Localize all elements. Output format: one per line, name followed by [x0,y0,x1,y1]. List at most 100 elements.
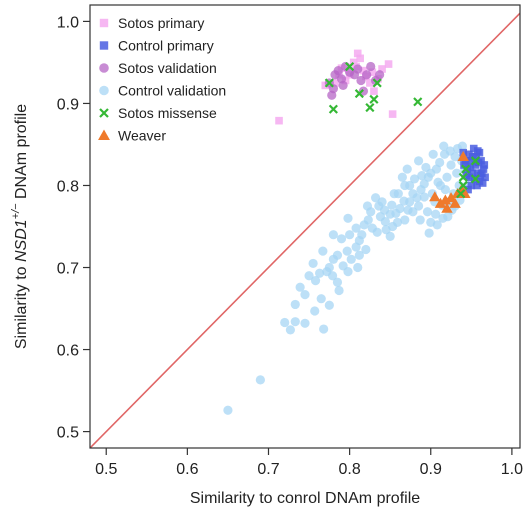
data-point [440,184,450,195]
y-axis-title-suffix: DNAm profile [13,104,30,204]
plot-frame [89,4,521,449]
legend-label: Control validation [118,83,226,99]
legend-label: Weaver [118,128,166,144]
data-point [328,254,338,264]
data-point [354,250,364,260]
data-point [300,289,310,300]
data-point [380,216,390,227]
data-point [354,235,364,246]
data-point [345,61,355,72]
data-point [328,84,338,94]
x-axis-title: Similarity to conrol DNAm profile [190,490,420,507]
data-point [378,65,386,73]
data-point [452,168,462,178]
data-point [469,144,478,153]
data-point [328,230,338,240]
legend-label: Control primary [118,38,214,54]
data-point [392,217,403,227]
data-point [434,197,447,208]
data-point [473,181,481,190]
data-point [324,78,334,88]
data-point [358,86,369,96]
data-point [466,163,475,172]
data-point [439,141,449,151]
data-point [366,79,374,87]
data-point [361,244,371,255]
data-point [368,68,377,77]
data-point [419,192,429,202]
x-tick-label: 0.6 [176,461,198,478]
data-point [470,156,480,166]
data-point [415,215,425,225]
data-point [365,102,375,113]
data-point [429,191,441,202]
data-point [345,230,355,240]
data-point [327,271,338,281]
data-point [409,174,420,184]
data-point [441,202,453,213]
data-point [280,317,290,328]
axes: 0.5 0.6 0.7 0.8 0.9 1.0 0.5 0.6 0.7 0.8 0.9 1.0 [57,4,523,478]
y-tick-label: 0.8 [57,178,79,195]
data-point [458,180,468,191]
x-tick-label: 0.9 [420,461,442,478]
data-point [372,78,382,88]
legend-label: Sotos primary [118,15,204,31]
data-point [457,141,467,151]
data-point [342,246,352,256]
data-point [343,213,353,223]
data-point [370,193,381,203]
data-point [346,254,356,264]
data-point [413,201,424,211]
data-point [467,181,476,190]
data-point [428,149,438,159]
data-point [397,172,407,182]
data-point [310,276,321,286]
data-point [366,61,376,72]
data-point [412,193,422,203]
data-point [408,207,418,217]
data-point [400,180,410,191]
legend-marker [99,18,109,28]
data-point [356,75,366,86]
legend-marker [99,85,109,96]
data-point [464,185,472,194]
data-point [426,217,436,227]
data-point [255,375,265,385]
data-point [422,207,433,217]
data-point [372,227,382,237]
data-point [290,317,300,327]
data-point [332,277,343,287]
data-point [315,268,325,278]
data-point [456,189,466,199]
data-point [458,172,468,182]
y-tick-label: 0.6 [57,343,79,360]
data-point [417,171,427,181]
data-point [421,162,431,173]
data-point [385,209,395,219]
legend-item: Sotos missense [99,105,217,121]
data-point [310,306,320,316]
data-point [285,325,295,335]
data-point [461,164,471,174]
data-point [353,64,363,74]
data-point [363,215,373,225]
legend-label: Sotos validation [118,60,217,76]
data-point [413,156,424,166]
data-point [369,94,379,104]
data-point [457,151,469,162]
data-point [385,231,395,241]
data-point [389,189,399,199]
legend: Sotos primary Control primary Sotos valida… [98,15,226,144]
data-point [290,299,300,310]
identity-line [90,12,520,448]
legend-marker [99,63,109,73]
legend-marker [99,41,109,50]
data-point [445,192,457,203]
data-point [324,262,334,273]
x-tick-label: 0.8 [338,461,360,478]
data-point [395,203,405,214]
data-point [481,173,489,182]
data-point [351,223,361,233]
